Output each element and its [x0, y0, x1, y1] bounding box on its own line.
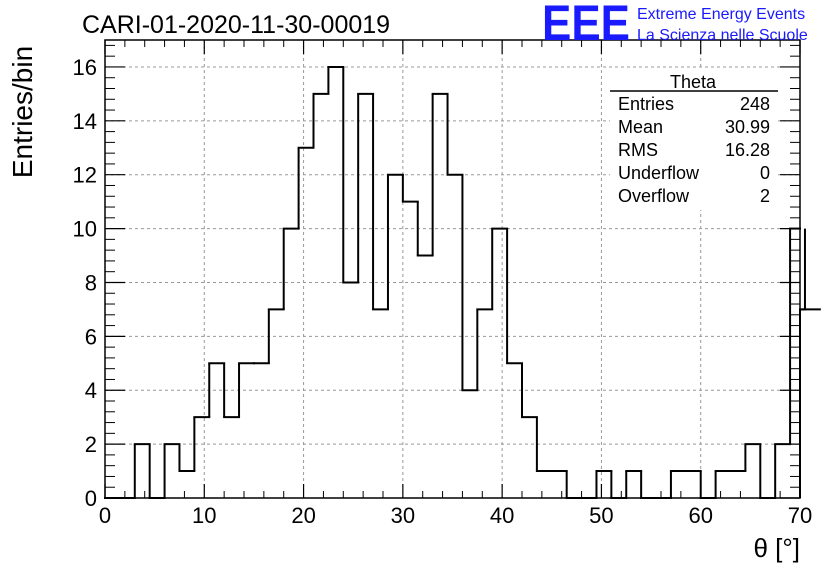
y-axis: 0 2 4 6 8 10 12 14 16 [73, 44, 800, 511]
stats-row-value: 2 [760, 186, 770, 206]
stats-row-label: RMS [618, 140, 658, 160]
y-tick-label: 14 [73, 109, 97, 134]
y-tick-label: 0 [85, 486, 97, 511]
stats-row-label: Overflow [618, 186, 690, 206]
y-tick-label: 8 [85, 270, 97, 295]
x-tick-label: 60 [688, 503, 712, 528]
y-axis-label: Entries/bin [7, 46, 38, 178]
stats-row-label: Underflow [618, 163, 700, 183]
x-axis-label: θ [°] [753, 533, 800, 563]
x-tick-label: 70 [788, 503, 812, 528]
y-tick-label: 12 [73, 163, 97, 188]
grid-lines [105, 40, 800, 498]
x-tick-label: 30 [391, 503, 415, 528]
stats-row-label: Mean [618, 117, 663, 137]
logo-line-1: Extreme Energy Events [637, 6, 805, 23]
y-tick-label: 16 [73, 55, 97, 80]
x-tick-label: 10 [192, 503, 216, 528]
logo-line-2: La Scienza nelle Scuole [637, 27, 808, 44]
stats-row-value: 16.28 [725, 140, 770, 160]
stats-row-value: 0 [760, 163, 770, 183]
logo-mark: EEE [542, 0, 630, 51]
plot-frame [104, 39, 801, 499]
y-tick-label: 6 [85, 324, 97, 349]
x-tick-label: 50 [589, 503, 613, 528]
stats-box-rows: Entries 248 Mean 30.99 RMS 16.28 Underflow 0 Ove… [618, 94, 770, 206]
y-tick-label: 2 [85, 432, 97, 457]
stats-row-value: 30.99 [725, 117, 770, 137]
y-tick-label: 4 [85, 378, 97, 403]
stats-row-value: 248 [740, 94, 770, 114]
eee-logo: EEE Extreme Energy Events La Scienza nel… [542, 0, 808, 51]
chart-title: CARI-01-2020-11-30-00019 [82, 11, 390, 39]
y-tick-label: 10 [73, 217, 97, 242]
stats-box-title: Theta [670, 72, 717, 92]
x-tick-label: 40 [490, 503, 514, 528]
stats-box-background [610, 70, 778, 210]
stats-row-label: Entries [618, 94, 674, 114]
stats-box: Theta Entries 248 Mean 30.99 RMS 16.28 Underfl… [610, 70, 778, 210]
x-axis: 0 10 20 30 40 50 60 70 [99, 40, 812, 528]
x-tick-label: 0 [99, 503, 111, 528]
x-tick-label: 20 [291, 503, 315, 528]
